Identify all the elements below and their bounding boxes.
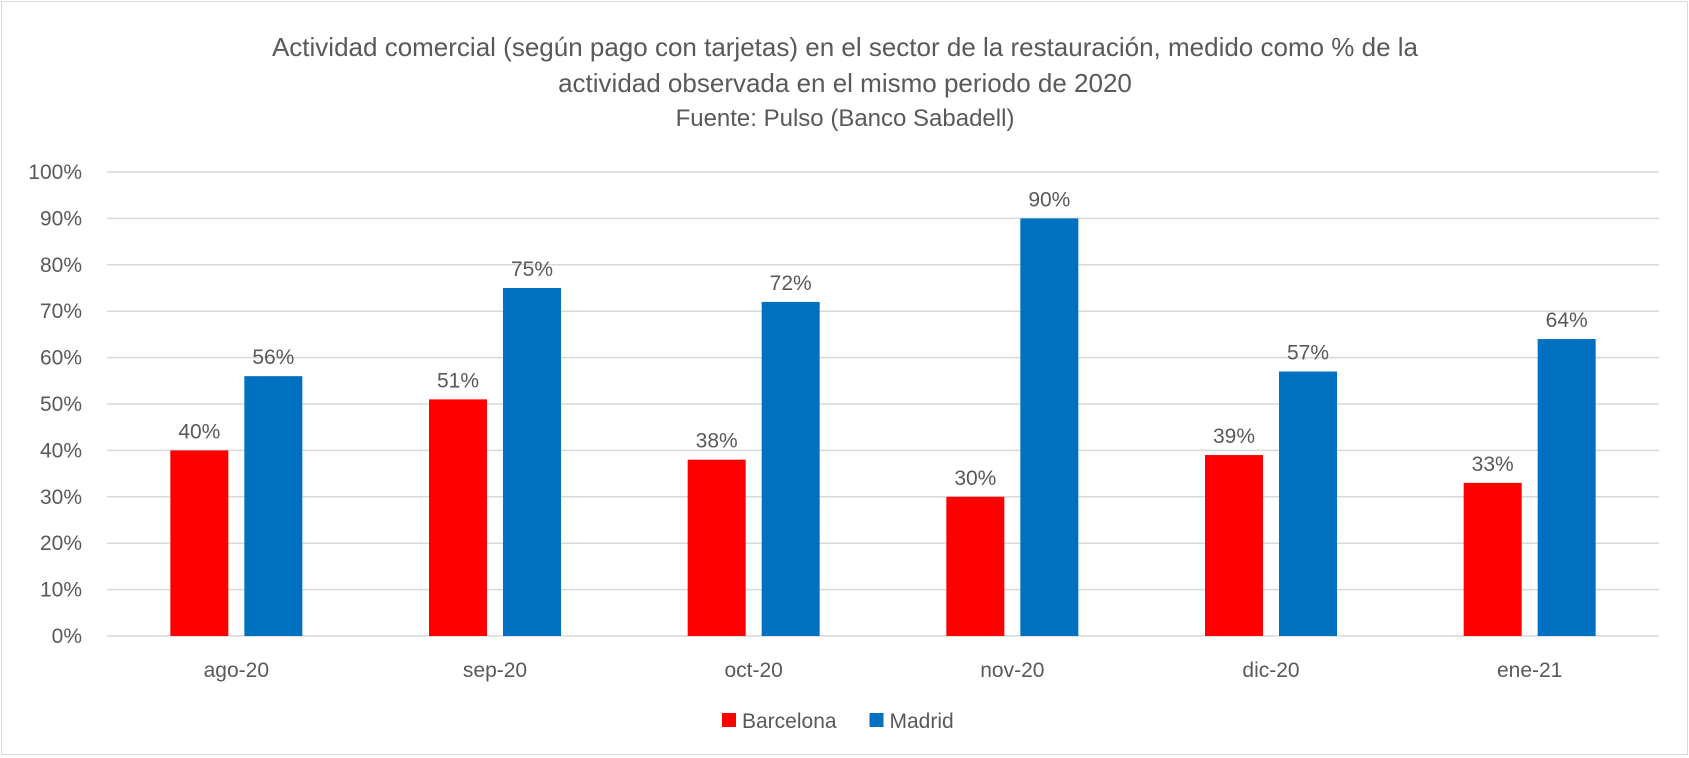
legend-swatch-madrid <box>869 713 884 727</box>
bar-madrid-nov-20 <box>1020 218 1079 636</box>
y-tick-label: 70% <box>40 300 82 323</box>
data-label: 72% <box>770 272 812 295</box>
data-label: 90% <box>1028 188 1070 211</box>
data-label: 33% <box>1472 453 1514 476</box>
x-tick-label: dic-20 <box>1242 659 1299 682</box>
bar-madrid-oct-20 <box>761 301 820 636</box>
bar-madrid-dic-20 <box>1279 371 1337 636</box>
y-tick-label: 30% <box>40 486 82 509</box>
data-label: 40% <box>178 420 220 443</box>
legend-label-madrid: Madrid <box>890 710 954 733</box>
bar-barcelona-nov-20 <box>946 496 1005 636</box>
data-label: 64% <box>1546 309 1588 332</box>
bar-barcelona-ene-21 <box>1463 482 1522 636</box>
x-tick-label: sep-20 <box>463 659 527 682</box>
bar-madrid-ago-20 <box>244 376 303 636</box>
bar-barcelona-sep-20 <box>429 399 487 636</box>
data-label: 56% <box>252 346 294 369</box>
bar-madrid-ene-21 <box>1537 339 1596 636</box>
chart-title-line-1: Actividad comercial (según pago con tarj… <box>272 32 1419 62</box>
data-label: 75% <box>511 258 553 281</box>
y-tick-label: 60% <box>40 347 82 370</box>
legend-label-barcelona: Barcelona <box>742 710 837 733</box>
chart-subtitle: Fuente: Pulso (Banco Sabadell) <box>676 105 1015 132</box>
chart-title-line-2: actividad observada en el mismo periodo … <box>558 68 1132 98</box>
x-tick-label: ago-20 <box>204 659 269 682</box>
y-tick-label: 10% <box>40 579 82 602</box>
y-tick-label: 90% <box>40 207 82 230</box>
data-label: 39% <box>1213 425 1255 448</box>
y-tick-label: 0% <box>52 625 82 648</box>
y-tick-label: 80% <box>40 254 82 277</box>
x-tick-label: nov-20 <box>980 659 1044 682</box>
legend-swatch-barcelona <box>722 713 736 727</box>
data-label: 38% <box>696 430 738 453</box>
data-label: 51% <box>437 369 479 392</box>
bar-barcelona-oct-20 <box>687 459 746 636</box>
y-tick-label: 50% <box>40 393 82 416</box>
bar-madrid-sep-20 <box>503 288 561 636</box>
x-tick-label: ene-21 <box>1497 659 1562 682</box>
data-label: 30% <box>954 467 996 490</box>
x-tick-label: oct-20 <box>724 659 782 682</box>
y-tick-label: 20% <box>40 532 82 555</box>
data-label: 57% <box>1287 342 1329 365</box>
bar-barcelona-ago-20 <box>170 450 229 636</box>
bar-barcelona-dic-20 <box>1205 455 1263 636</box>
y-tick-label: 40% <box>40 439 82 462</box>
y-tick-label: 100% <box>28 161 82 184</box>
